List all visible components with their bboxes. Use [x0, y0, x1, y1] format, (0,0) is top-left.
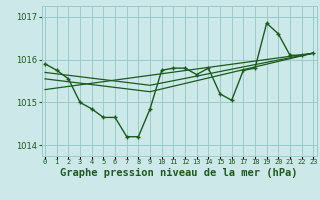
X-axis label: Graphe pression niveau de la mer (hPa): Graphe pression niveau de la mer (hPa): [60, 168, 298, 178]
